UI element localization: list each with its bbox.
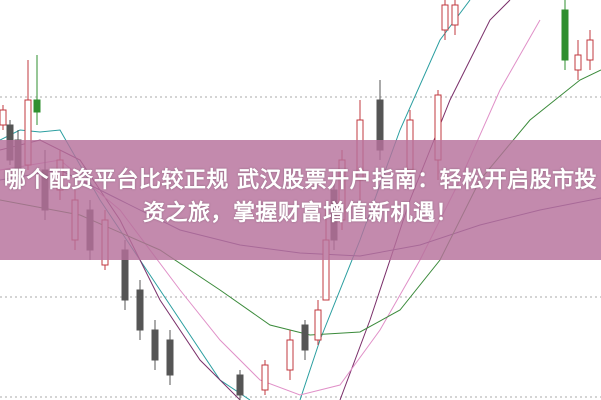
- candle-body: [561, 9, 569, 61]
- candle-body: [136, 289, 144, 331]
- candle-body: [301, 324, 309, 351]
- candle-body: [33, 99, 41, 113]
- candle-body: [236, 374, 244, 396]
- title-banner: [0, 140, 601, 260]
- candle-body: [441, 4, 449, 31]
- candle-body: [261, 364, 269, 391]
- article-title: 哪个配资平台比较正规 武汉股票开户指南：轻松开启股市投资之旅，掌握财富增值新机遇…: [3, 168, 598, 226]
- candle-body: [314, 309, 322, 341]
- candle-body: [586, 39, 594, 61]
- candle-body: [151, 329, 159, 361]
- candle-body: [451, 4, 459, 26]
- candle-body: [286, 339, 294, 371]
- candle-body: [0, 109, 7, 126]
- candle-body: [166, 339, 174, 376]
- candle-body: [574, 54, 582, 71]
